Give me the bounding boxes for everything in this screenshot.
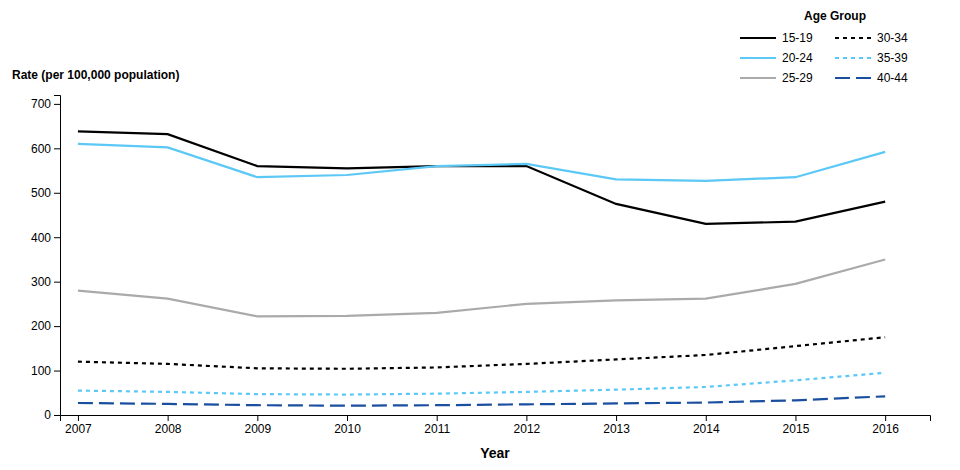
legend-swatch xyxy=(835,37,871,39)
plot: 2007 2008 2009 2010 2011 2012 2013 2014 2015 2016… xyxy=(31,96,931,436)
y-tick-label: 200 xyxy=(31,319,51,333)
y-tick: 200 xyxy=(31,319,60,333)
x-tick-mark xyxy=(885,415,886,421)
legend-swatch xyxy=(740,57,776,59)
legend-swatch xyxy=(740,37,776,39)
y-tick: 500 xyxy=(31,186,60,200)
y-tick-mark xyxy=(54,237,60,238)
series-line xyxy=(78,131,885,223)
legend-item: 35-39 xyxy=(835,51,908,65)
x-tick-mark xyxy=(795,415,796,421)
legend-swatch xyxy=(835,57,871,59)
legend-item: 15-19 xyxy=(740,31,813,45)
x-tick-label: 2010 xyxy=(334,422,361,436)
x-tick: 2016 xyxy=(872,415,899,436)
x-tick-label: 2015 xyxy=(783,422,810,436)
series-line xyxy=(78,259,885,316)
y-tick-label: 500 xyxy=(31,186,51,200)
legend-item: 25-29 xyxy=(740,71,813,85)
legend-swatch xyxy=(835,77,871,79)
x-axis: 2007 2008 2009 2010 2011 2012 2013 2014 2015 2016 xyxy=(61,415,931,436)
legend-label: 35-39 xyxy=(877,51,908,65)
y-tick: 300 xyxy=(31,275,60,289)
x-tick: 2008 xyxy=(155,415,182,436)
x-tick-label: 2012 xyxy=(514,422,541,436)
x-tick-mark xyxy=(257,415,258,421)
y-axis-title: Rate (per 100,000 population) xyxy=(12,68,179,82)
x-axis-line xyxy=(61,416,931,422)
x-tick-label: 2011 xyxy=(424,422,450,436)
legend-label: 25-29 xyxy=(782,71,813,85)
x-tick-mark xyxy=(168,415,169,421)
x-axis-title: Year xyxy=(480,445,510,461)
y-tick-mark xyxy=(54,371,60,372)
y-axis: 0 100 200 300 400 500 600 700 xyxy=(31,96,61,423)
x-tick-label: 2008 xyxy=(155,422,182,436)
x-tick-mark xyxy=(78,415,79,421)
y-tick-mark xyxy=(54,326,60,327)
x-tick: 2011 xyxy=(424,415,450,436)
legend: Age Group 15-19 20-24 25-29 30-34 35-39 40-44 xyxy=(740,9,908,85)
series-line xyxy=(78,144,885,181)
x-tick-mark xyxy=(616,415,617,421)
x-tick: 2012 xyxy=(514,415,541,436)
legend-label: 15-19 xyxy=(782,31,813,45)
x-tick: 2014 xyxy=(693,415,720,436)
legend-title: Age Group xyxy=(804,9,866,23)
series-line xyxy=(78,337,885,369)
x-tick-label: 2014 xyxy=(693,422,720,436)
x-tick-mark xyxy=(526,415,527,421)
y-axis-line xyxy=(54,96,61,416)
legend-label: 20-24 xyxy=(782,51,813,65)
x-tick-mark xyxy=(437,415,438,421)
legend-label: 40-44 xyxy=(877,71,908,85)
y-tick: 100 xyxy=(31,364,60,378)
x-tick: 2013 xyxy=(603,415,630,436)
y-tick-label: 300 xyxy=(31,275,51,289)
y-tick: 700 xyxy=(31,97,60,111)
y-tick-label: 600 xyxy=(31,142,51,156)
series-line xyxy=(78,396,885,405)
y-tick-mark xyxy=(54,193,60,194)
y-tick-mark xyxy=(54,148,60,149)
y-tick: 400 xyxy=(31,231,60,245)
x-tick-mark xyxy=(706,415,707,421)
x-tick-mark xyxy=(347,415,348,421)
x-tick: 2007 xyxy=(65,415,92,436)
x-tick: 2010 xyxy=(334,415,361,436)
x-tick-label: 2007 xyxy=(65,422,92,436)
series-line xyxy=(78,373,885,395)
y-tick-mark xyxy=(54,104,60,105)
x-tick-label: 2009 xyxy=(244,422,271,436)
y-tick: 0 xyxy=(44,408,60,422)
y-tick-mark xyxy=(54,282,60,283)
y-tick-label: 700 xyxy=(31,97,51,111)
chart: 2007 2008 2009 2010 2011 2012 2013 2014 2015 2016… xyxy=(0,0,960,470)
legend-item: 40-44 xyxy=(835,71,908,85)
y-tick-label: 400 xyxy=(31,231,51,245)
y-tick: 600 xyxy=(31,142,60,156)
y-tick-label: 0 xyxy=(44,408,51,422)
y-tick-label: 100 xyxy=(31,364,51,378)
x-tick-label: 2016 xyxy=(872,422,899,436)
x-tick-label: 2013 xyxy=(603,422,630,436)
legend-label: 30-34 xyxy=(877,31,908,45)
x-tick: 2015 xyxy=(783,415,810,436)
legend-item: 20-24 xyxy=(740,51,813,65)
x-tick: 2009 xyxy=(244,415,271,436)
y-tick-mark xyxy=(54,415,60,416)
legend-swatch xyxy=(740,77,776,79)
lines xyxy=(78,131,885,405)
legend-item: 30-34 xyxy=(835,31,908,45)
